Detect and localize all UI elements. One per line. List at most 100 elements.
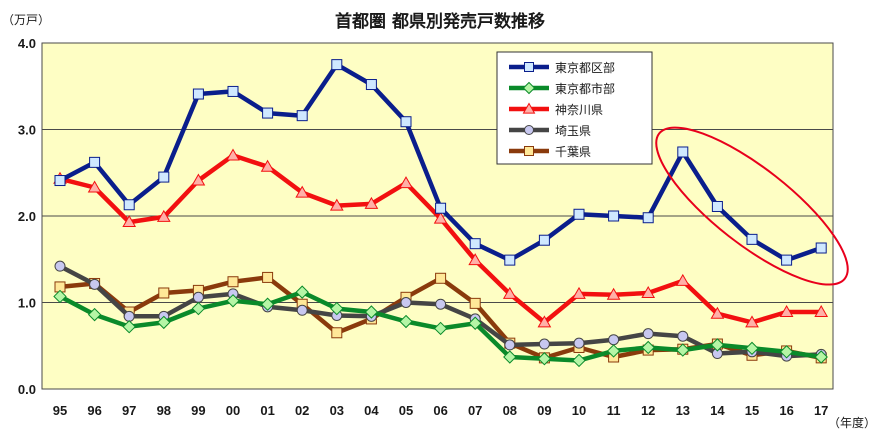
x-tick-label: 95	[53, 403, 67, 418]
data-point	[573, 208, 585, 220]
data-point	[572, 286, 586, 299]
data-point	[468, 253, 483, 266]
data-point	[296, 304, 308, 316]
data-point	[87, 180, 102, 193]
data-point	[677, 330, 689, 342]
x-tick-label: 14	[710, 403, 725, 418]
x-tick-label: 06	[433, 403, 447, 418]
data-point	[522, 102, 536, 114]
data-point	[433, 321, 448, 336]
legend-item: 東京都市部	[509, 81, 615, 96]
data-point	[123, 199, 135, 211]
y-tick-label: 4.0	[18, 36, 36, 51]
data-point	[158, 171, 170, 183]
legend-label: 神奈川県	[555, 103, 603, 117]
data-point	[400, 297, 412, 308]
x-tick-label: 96	[87, 403, 101, 418]
data-point	[606, 344, 621, 358]
highlight-group	[655, 126, 849, 286]
data-point	[676, 343, 690, 357]
data-point	[504, 339, 516, 351]
data-point	[296, 110, 308, 122]
data-point	[262, 107, 274, 119]
highlight-ellipse	[655, 126, 849, 286]
x-tick-label: 03	[330, 403, 344, 418]
x-tick-label: 98	[157, 403, 171, 418]
data-point	[537, 352, 552, 366]
y-axis-unit: （万戸）	[2, 13, 50, 27]
data-point	[122, 320, 136, 334]
data-point	[226, 148, 240, 161]
data-point	[157, 315, 171, 330]
data-point	[779, 305, 794, 318]
legend-item: 神奈川県	[509, 102, 603, 117]
data-point	[433, 211, 448, 224]
series-2	[53, 285, 828, 368]
data-point	[469, 238, 481, 250]
data-point	[642, 328, 654, 340]
data-point	[537, 315, 552, 328]
data-point	[435, 298, 447, 310]
data-point	[745, 315, 759, 328]
data-point	[331, 59, 343, 71]
data-point	[191, 301, 206, 316]
y-tick-label: 3.0	[18, 123, 36, 138]
x-axis-unit: （年度）	[828, 415, 876, 430]
x-tick-label: 07	[468, 403, 482, 418]
y-axis-tick-labels: 0.0 1.0 2.0 3.0 4.0	[18, 36, 36, 397]
series-1	[54, 59, 827, 266]
x-tick-label: 97	[122, 403, 136, 418]
data-point	[503, 350, 517, 364]
data-point	[815, 242, 827, 254]
data-point	[573, 337, 585, 349]
data-point	[675, 273, 690, 286]
legend-label: 千葉県	[555, 145, 591, 159]
y-tick-label: 1.0	[18, 296, 36, 311]
data-point	[87, 307, 102, 322]
x-tick-label: 15	[745, 403, 759, 418]
data-point	[191, 173, 206, 186]
y-tick-label: 0.0	[18, 382, 36, 397]
chart-title: 首都圏 都県別発売戸数推移	[335, 11, 545, 32]
data-point	[400, 116, 412, 128]
data-point	[814, 305, 829, 318]
data-point	[192, 88, 204, 100]
x-tick-label: 01	[260, 403, 274, 418]
data-point	[365, 79, 377, 91]
data-point	[331, 327, 343, 339]
data-point	[192, 291, 204, 303]
data-point	[710, 338, 725, 352]
data-point	[745, 341, 759, 356]
data-point	[260, 297, 275, 311]
data-point	[814, 350, 828, 364]
data-point	[524, 62, 534, 72]
x-tick-label: 00	[226, 403, 240, 418]
x-tick-label: 11	[607, 403, 621, 418]
data-point	[156, 209, 171, 222]
data-point	[122, 215, 137, 228]
data-point	[606, 287, 621, 300]
x-tick-label: 12	[641, 403, 655, 418]
x-tick-label: 17	[814, 403, 828, 418]
data-point	[158, 287, 170, 299]
x-tick-label: 99	[191, 403, 205, 418]
data-point	[329, 198, 344, 211]
x-tick-label: 10	[572, 403, 586, 418]
series-group	[53, 59, 829, 368]
legend-label: 東京都市部	[555, 81, 615, 96]
data-point	[641, 340, 655, 355]
data-point	[608, 334, 620, 346]
x-tick-label: 09	[537, 403, 551, 418]
data-point	[524, 125, 534, 135]
data-point	[260, 159, 275, 172]
data-point	[227, 276, 239, 288]
legend-label: 東京都区部	[555, 60, 615, 75]
data-point	[123, 310, 135, 322]
data-point	[53, 289, 67, 304]
legend-label: 埼玉県	[555, 124, 591, 138]
data-point	[469, 297, 481, 309]
data-point	[781, 254, 793, 266]
data-point	[711, 200, 723, 212]
data-point	[330, 301, 344, 316]
